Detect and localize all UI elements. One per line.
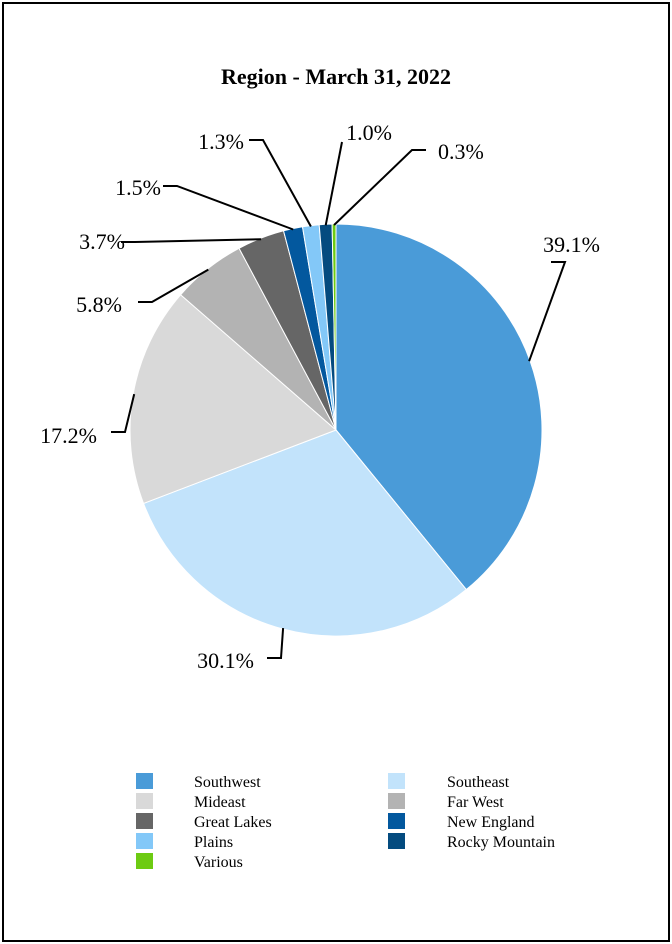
leader-line-mideast: [111, 393, 136, 433]
legend-label-mideast: Mideast: [194, 794, 246, 811]
data-label-southeast: 30.1%: [197, 648, 254, 673]
data-label-great-lakes: 3.7%: [79, 229, 125, 254]
legend-item-great-lakes: Great Lakes: [136, 813, 272, 831]
data-label-plains: 1.3%: [198, 129, 244, 154]
legend-item-far-west: Far West: [388, 793, 504, 811]
legend-item-new-england: New England: [388, 813, 535, 831]
leader-line-rocky-mountain: [324, 141, 343, 226]
data-label-rocky-mountain: 1.0%: [346, 120, 392, 145]
legend-swatch-mideast: [136, 793, 153, 809]
leader-line-new-england: [163, 185, 294, 231]
leader-line-great-lakes: [121, 238, 262, 243]
data-label-new-england: 1.5%: [115, 175, 161, 200]
legend-swatch-plains: [136, 833, 153, 849]
legend-swatch-great-lakes: [136, 813, 153, 829]
data-label-various: 0.3%: [438, 139, 484, 164]
legend-item-various: Various: [136, 853, 243, 871]
legend-label-southeast: Southeast: [447, 774, 510, 791]
legend: Southwest Southeast Mideast Far West Great L…: [136, 773, 555, 871]
legend-item-southeast: Southeast: [388, 773, 510, 791]
legend-item-plains: Plains: [136, 833, 233, 851]
legend-label-great-lakes: Great Lakes: [194, 814, 272, 831]
legend-label-southwest: Southwest: [194, 774, 261, 791]
legend-label-new-england: New England: [447, 814, 535, 831]
leader-line-plains: [249, 139, 312, 227]
leader-line-various: [333, 149, 426, 226]
data-label-far-west: 5.8%: [76, 292, 122, 317]
leader-lines: [111, 139, 567, 659]
leader-line-far-west: [138, 268, 209, 303]
data-labels: 39.1% 30.1% 17.2% 5.8% 3.7% 1.5% 1.3% 1.0% 0.3%: [40, 120, 600, 673]
legend-label-plains: Plains: [194, 834, 233, 851]
pie-slices: [129, 223, 543, 637]
chart-title: Region - March 31, 2022: [221, 64, 451, 89]
legend-item-rocky-mountain: Rocky Mountain: [388, 833, 555, 851]
legend-label-far-west: Far West: [447, 794, 504, 811]
legend-label-various: Various: [194, 854, 243, 871]
data-label-mideast: 17.2%: [40, 423, 97, 448]
data-label-southwest: 39.1%: [543, 232, 600, 257]
legend-swatch-far-west: [388, 793, 405, 809]
legend-swatch-rocky-mountain: [388, 833, 405, 849]
legend-item-mideast: Mideast: [136, 793, 246, 811]
legend-swatch-various: [136, 853, 153, 869]
legend-label-rocky-mountain: Rocky Mountain: [447, 834, 555, 851]
legend-swatch-new-england: [388, 813, 405, 829]
leader-line-southeast: [267, 628, 285, 659]
legend-item-southwest: Southwest: [136, 773, 261, 791]
leader-line-southwest: [528, 261, 567, 362]
legend-swatch-southeast: [388, 773, 405, 789]
legend-swatch-southwest: [136, 773, 153, 789]
